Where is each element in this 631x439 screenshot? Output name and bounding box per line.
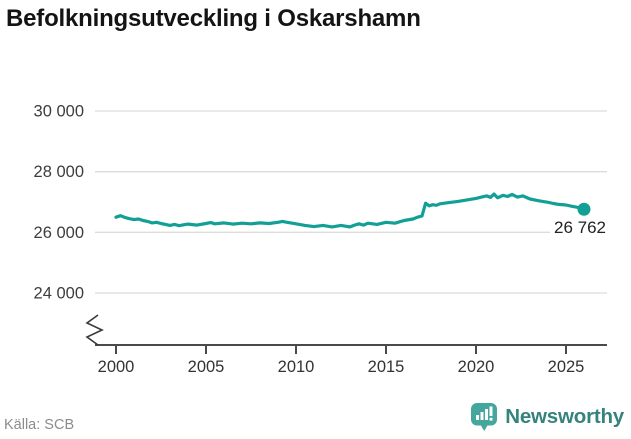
y-tick-label: 28 000 [34,163,84,181]
page-title: Befolkningsutveckling i Oskarshamn [6,5,421,32]
endpoint-label-backing [550,218,610,235]
y-tick-label: 26 000 [34,224,84,242]
endpoint-value-label: 26 762 [554,218,606,237]
population-endpoint-dot [577,202,591,216]
x-tick-label: 2010 [278,358,315,376]
axis-break-icon [85,314,104,346]
population-line [114,192,586,229]
population-line-chart: 30 000 28 000 26 000 24 000 2000 2005 2010 2015… [33,102,610,376]
x-tick-label: 2025 [548,358,585,376]
x-tick-label: 2000 [98,358,135,376]
newsworthy-bubble-chart-icon [471,403,498,431]
source-note: Källa: SCB [4,417,75,433]
y-tick-label: 24 000 [34,285,84,303]
x-tick-label: 2015 [368,358,405,376]
y-tick-label: 30 000 [34,103,84,121]
newsworthy-wordmark: Newsworthy [505,405,624,428]
x-tick-label: 2020 [458,358,495,376]
newsworthy-logo[interactable]: Newsworthy [470,402,624,432]
x-tick-label: 2005 [188,358,225,376]
